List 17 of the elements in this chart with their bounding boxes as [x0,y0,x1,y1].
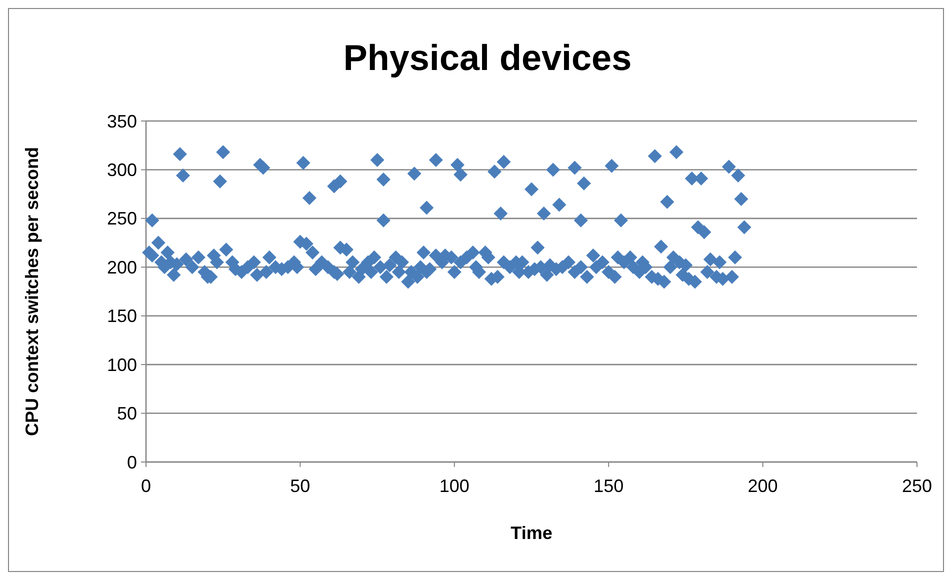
y-tick-label: 200 [106,257,137,278]
x-tick-label: 100 [439,476,470,496]
y-tick-label: 250 [106,208,137,229]
chart-title: Physical devices [343,37,632,78]
x-tick-label: 150 [594,476,624,496]
y-axis-title: CPU context switches per second [22,146,42,436]
x-tick-label: 0 [140,476,152,496]
x-tick-label: 250 [902,476,932,496]
y-tick-label: 100 [106,354,137,375]
y-tick-label: 150 [106,306,137,326]
x-tick-label: 200 [748,476,778,496]
y-tick-label: 350 [106,111,137,132]
x-tick-label: 50 [290,476,310,496]
y-tick-label: 300 [106,160,137,180]
x-axis-title: Time [510,523,552,543]
y-tick-label: 50 [116,404,137,424]
y-tick-label: 0 [126,452,137,472]
